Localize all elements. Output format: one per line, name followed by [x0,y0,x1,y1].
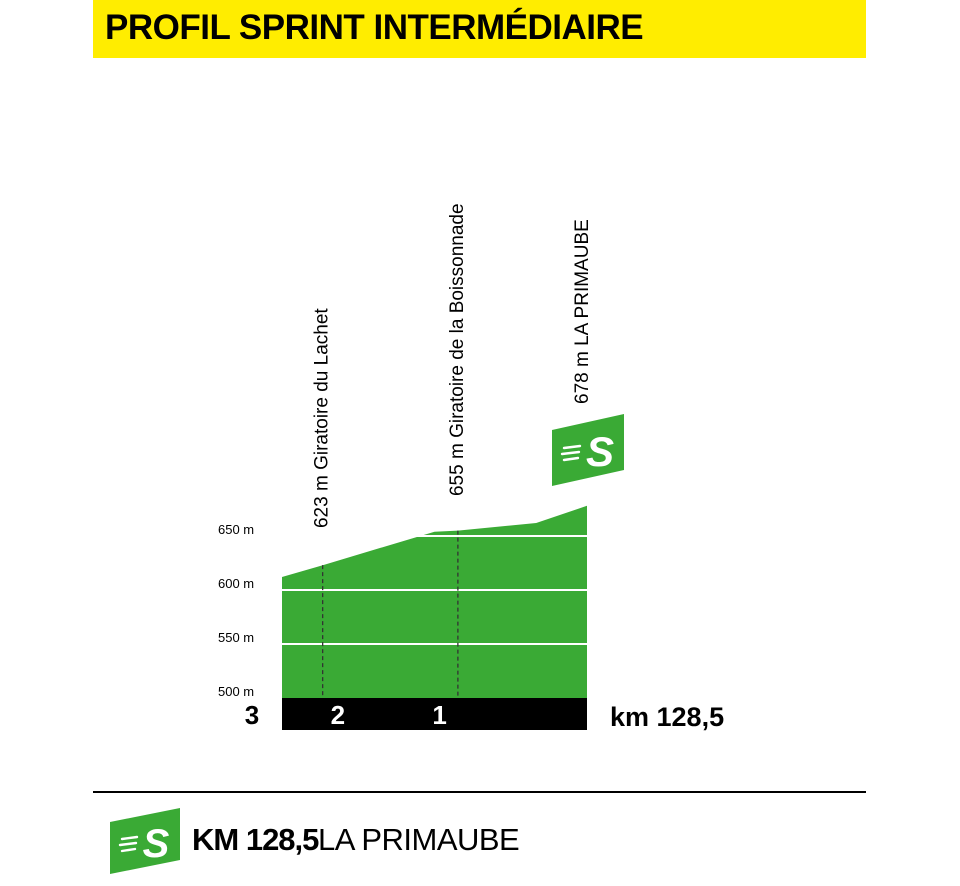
sprint-s-icon: S [110,808,180,874]
y-tick-label: 550 m [218,630,254,645]
page-title: PROFIL SPRINT INTERMÉDIAIRE [105,8,644,47]
title-bar: PROFIL SPRINT INTERMÉDIAIRE [93,0,866,58]
annotation-label: 678 m LA PRIMAUBE [572,219,593,404]
km-marker-label: 2 [331,700,345,730]
y-tick-label: 650 m [218,522,254,537]
profile-chart: 500 m 550 m 600 m 650 m 3 2 1 km 128,5 623 m Gir… [218,203,724,732]
footer-divider [93,791,866,793]
distance-bar [282,698,587,730]
km-marker-label: 3 [245,700,259,730]
profile-area [282,505,587,698]
footer: S KM 128,5 LA PRIMAUBE [110,808,520,874]
sprint-badge-icon: S [552,414,624,486]
svg-text:S: S [586,428,614,475]
annotation-label: 655 m Giratoire de la Boissonnade [447,203,468,496]
y-tick-label: 500 m [218,684,254,699]
svg-text:S: S [143,822,170,866]
end-km-label: km 128,5 [610,702,724,732]
km-marker-label: 1 [432,700,446,730]
y-tick-label: 600 m [218,576,254,591]
annotation-label: 623 m Giratoire du Lachet [312,308,333,528]
footer-place: LA PRIMAUBE [318,822,520,857]
footer-km: KM 128,5 [192,822,319,857]
